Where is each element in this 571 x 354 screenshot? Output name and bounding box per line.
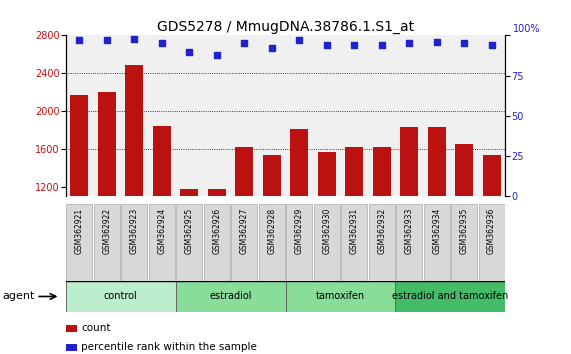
Bar [66,344,77,350]
Bar [70,95,89,301]
Text: estradiol and tamoxifen: estradiol and tamoxifen [392,291,509,302]
Text: tamoxifen: tamoxifen [316,291,365,302]
FancyBboxPatch shape [424,204,449,281]
Point [349,42,359,48]
Bar [208,189,226,301]
Point [102,38,111,43]
FancyBboxPatch shape [66,204,93,281]
FancyBboxPatch shape [204,204,230,281]
Bar [126,65,143,301]
Text: GSM362929: GSM362929 [295,207,304,254]
Bar [428,127,445,301]
Bar [286,281,395,312]
FancyBboxPatch shape [286,204,312,281]
Bar [395,281,505,312]
Point [130,36,139,41]
Bar [482,155,501,301]
Bar [98,92,116,301]
Text: GSM362931: GSM362931 [349,207,359,254]
Bar [176,281,286,312]
Point [405,41,414,46]
Bar [373,147,391,301]
Text: GSM362921: GSM362921 [75,207,84,253]
Point [157,41,166,46]
Point [377,42,386,48]
Text: GSM362927: GSM362927 [240,207,249,254]
Bar [66,325,77,332]
FancyBboxPatch shape [149,204,175,281]
Point [267,45,276,51]
Text: GSM362934: GSM362934 [432,207,441,254]
Text: GSM362930: GSM362930 [322,207,331,254]
Text: GSM362936: GSM362936 [487,207,496,254]
FancyBboxPatch shape [122,204,147,281]
Point [322,42,331,48]
FancyBboxPatch shape [231,204,257,281]
Text: 100%: 100% [513,24,540,34]
FancyBboxPatch shape [176,204,202,281]
Bar [455,144,473,301]
FancyBboxPatch shape [94,204,120,281]
Bar [66,281,176,312]
Text: GSM362935: GSM362935 [460,207,469,254]
Bar [290,129,308,301]
FancyBboxPatch shape [341,204,367,281]
Title: GDS5278 / MmugDNA.38786.1.S1_at: GDS5278 / MmugDNA.38786.1.S1_at [157,21,414,34]
FancyBboxPatch shape [314,204,340,281]
Text: GSM362923: GSM362923 [130,207,139,254]
Text: count: count [81,323,111,333]
Bar [400,127,418,301]
Bar [180,189,198,301]
Text: GSM362933: GSM362933 [405,207,413,254]
Text: GSM362922: GSM362922 [102,207,111,253]
Point [432,39,441,45]
Bar [235,147,253,301]
FancyBboxPatch shape [369,204,395,281]
Point [487,42,496,48]
FancyBboxPatch shape [396,204,422,281]
Text: GSM362924: GSM362924 [158,207,166,254]
Bar [153,126,171,301]
FancyBboxPatch shape [478,204,505,281]
Point [460,41,469,46]
Text: estradiol: estradiol [210,291,252,302]
Bar [345,147,363,301]
Bar [263,155,281,301]
Text: percentile rank within the sample: percentile rank within the sample [81,342,257,352]
Text: GSM362928: GSM362928 [267,207,276,253]
FancyBboxPatch shape [259,204,285,281]
Point [212,52,222,58]
FancyBboxPatch shape [451,204,477,281]
Text: GSM362932: GSM362932 [377,207,386,254]
Point [295,38,304,43]
Text: GSM362926: GSM362926 [212,207,222,254]
Text: control: control [104,291,138,302]
Text: GSM362925: GSM362925 [185,207,194,254]
Point [240,41,249,46]
Text: agent: agent [3,291,35,302]
Bar [318,152,336,301]
Point [185,48,194,54]
Point [75,38,84,43]
